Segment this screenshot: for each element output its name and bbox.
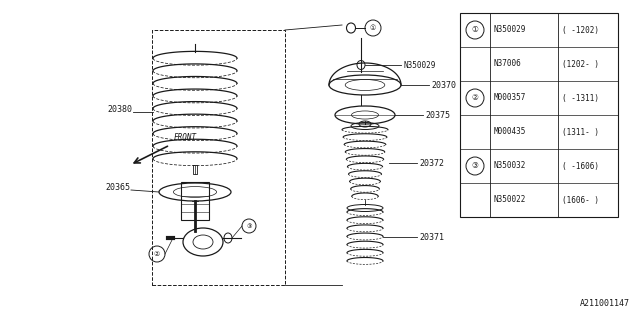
Text: M000357: M000357 [494, 93, 526, 102]
Text: ( -1606): ( -1606) [562, 162, 599, 171]
Text: 20371: 20371 [419, 233, 444, 242]
Text: 20380: 20380 [107, 105, 132, 114]
Text: ( -1202): ( -1202) [562, 26, 599, 35]
Text: (1606- ): (1606- ) [562, 196, 599, 204]
Text: ①: ① [472, 26, 479, 35]
Text: ①: ① [370, 25, 376, 31]
Text: 20372: 20372 [419, 158, 444, 167]
Bar [460, 13, 618, 217]
Text: 20375: 20375 [425, 110, 450, 119]
Text: N37006: N37006 [494, 60, 522, 68]
Text: ②: ② [154, 251, 160, 257]
Text: M000435: M000435 [494, 127, 526, 137]
Text: (1202- ): (1202- ) [562, 60, 599, 68]
Text: ②: ② [472, 93, 479, 102]
Bar [152, 30, 285, 285]
Text: N350032: N350032 [494, 162, 526, 171]
Text: 20370: 20370 [431, 81, 456, 90]
Text: 20365: 20365 [105, 183, 130, 192]
Text: ③: ③ [472, 162, 479, 171]
Text: N350022: N350022 [494, 196, 526, 204]
Text: (1311- ): (1311- ) [562, 127, 599, 137]
Text: ( -1311): ( -1311) [562, 93, 599, 102]
Text: N350029: N350029 [403, 60, 435, 69]
Text: N350029: N350029 [494, 26, 526, 35]
Bar [181, 182, 209, 220]
Text: A211001147: A211001147 [580, 299, 630, 308]
Text: FRONT: FRONT [174, 133, 197, 142]
Text: ③: ③ [246, 223, 252, 228]
